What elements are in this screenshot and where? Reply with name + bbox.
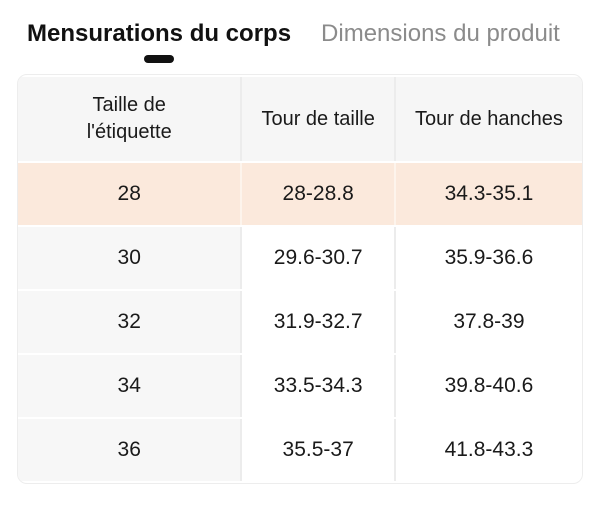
size-cell: 28 (18, 163, 243, 225)
header-row: Taille de l'étiquette Tour de taille Tou… (18, 77, 582, 161)
waist-range-cell: 33.5-34.3 (242, 355, 396, 417)
hips-range-cell: 34.3-35.1 (395, 163, 582, 225)
waist-range-cell: 35.5-37 (242, 419, 396, 481)
waist-range-cell: 29.6-30.7 (242, 227, 396, 289)
column-header-waist: Tour de taille (242, 77, 396, 161)
table-row-30: 30 29.6-30.7 35.9-36.6 (18, 227, 582, 289)
size-cell: 34 (18, 355, 243, 417)
tab-body-measurements[interactable]: Mensurations du corps (27, 19, 291, 63)
tab-product-dimensions-label: Dimensions du produit (321, 20, 560, 47)
hips-range-cell: 35.9-36.6 (395, 227, 582, 289)
size-cell: 36 (18, 419, 243, 481)
hips-range-cell: 39.8-40.6 (395, 355, 582, 417)
tab-bar: Mensurations du corps Dimensions du prod… (0, 0, 600, 63)
column-header-hips: Tour de hanches (395, 77, 582, 161)
table-row-28-selected: 28 28-28.8 34.3-35.1 (18, 163, 582, 225)
hips-range-cell: 41.8-43.3 (395, 419, 582, 481)
size-cell: 30 (18, 227, 243, 289)
table-row-36: 36 35.5-37 41.8-43.3 (18, 419, 582, 481)
size-cell: 32 (18, 291, 243, 353)
waist-range-cell: 28-28.8 (242, 163, 396, 225)
tab-product-dimensions[interactable]: Dimensions du produit (321, 19, 560, 48)
hips-range-cell: 37.8-39 (395, 291, 582, 353)
table-row-32: 32 31.9-32.7 37.8-39 (18, 291, 582, 353)
size-chart-table: Taille de l'étiquette Tour de taille Tou… (17, 74, 583, 484)
active-tab-indicator (144, 55, 175, 63)
table-row-34: 34 33.5-34.3 39.8-40.6 (18, 355, 582, 417)
column-header-label-size: Taille de l'étiquette (18, 77, 243, 161)
waist-range-cell: 31.9-32.7 (242, 291, 396, 353)
tab-body-measurements-label: Mensurations du corps (27, 20, 292, 47)
